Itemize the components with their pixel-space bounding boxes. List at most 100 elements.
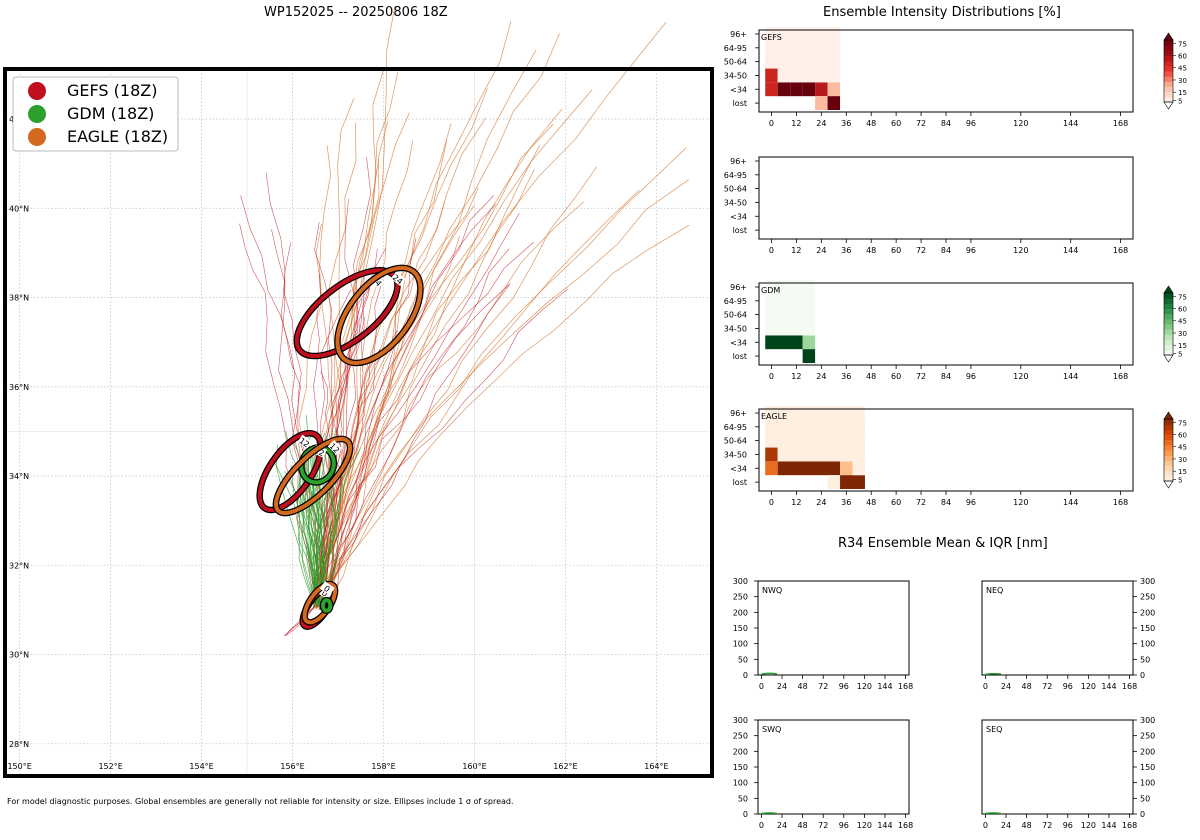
r34-x-tick-label: 0 — [983, 821, 988, 830]
colorbar-tick-label: 5 — [1178, 350, 1182, 358]
footnote: For model diagnostic purposes. Global en… — [7, 797, 514, 806]
colorbar-segment — [1164, 40, 1173, 46]
r34-y-tick-label: 200 — [1140, 747, 1155, 756]
heatmap-x-tick-label: 12 — [791, 246, 801, 255]
ellipse-label-bg — [319, 581, 335, 596]
r34-y-tick-label: 150 — [733, 624, 748, 633]
ellipse-eagle-12h: 12 — [272, 435, 354, 517]
heatmap-cell — [802, 349, 816, 363]
colorbar-tick-label: 15 — [1178, 342, 1187, 350]
r34-x-tick-label: 48 — [798, 821, 808, 830]
heatmap-y-tick-label: 96+ — [730, 157, 747, 166]
heatmap-cell — [777, 68, 841, 83]
colorbar-segment — [1164, 86, 1173, 93]
heatmap-y-tick-label: 34-50 — [724, 450, 747, 459]
eagle-track — [316, 49, 537, 607]
ellipse-label-bg — [297, 434, 313, 450]
r34-quadrant-label: NEQ — [986, 586, 1003, 595]
colorbar-tick-label: 45 — [1178, 318, 1187, 326]
heatmap-cell — [840, 461, 853, 476]
heatmap-x-tick-label: 36 — [841, 372, 851, 381]
colorbar-extend-bottom — [1163, 101, 1174, 110]
r34-quadrant-label: SWQ — [762, 725, 781, 734]
r34-frame — [757, 580, 910, 676]
r34-y-tick-label: 50 — [1140, 794, 1150, 803]
map-legend: GEFS (18Z) GDM (18Z) EAGLE (18Z) — [12, 76, 179, 152]
map-y-tick-label: 30°N — [9, 651, 29, 660]
r34-x-tick-label: 72 — [818, 682, 828, 691]
r34-y-tick-label: 300 — [1140, 716, 1155, 725]
colorbar-extend-top — [1163, 285, 1174, 294]
r34-x-tick-label: 120 — [1081, 821, 1096, 830]
gdm-track — [306, 460, 317, 608]
r34-y-tick-label: 250 — [733, 593, 748, 602]
colorbar-tick-label: 60 — [1178, 306, 1187, 314]
gdm-track — [316, 441, 324, 604]
r34-x-tick-label: 168 — [898, 682, 913, 691]
heatmap-y-tick-label: 64-95 — [724, 297, 747, 306]
colorbar-segment — [1164, 460, 1173, 466]
colorbar-segment — [1164, 298, 1173, 304]
heatmap-cell — [765, 293, 816, 308]
heatmap-x-tick-label: 24 — [816, 498, 826, 507]
colorbar-segment — [1164, 434, 1173, 441]
map-frame — [3, 67, 714, 778]
colorbar-segment — [1164, 91, 1173, 98]
r34-quadrant-label: NWQ — [762, 586, 782, 595]
ellipse-gdm-0h — [319, 596, 334, 615]
r34-x-tick-label: 72 — [818, 821, 828, 830]
map-x-tick-label: 152°E — [98, 762, 122, 771]
r34-y-tick-label: 150 — [733, 763, 748, 772]
ellipse-hour-label: 0 — [322, 584, 331, 594]
legend-box — [12, 76, 179, 152]
heatmap-cell — [765, 307, 816, 322]
r34-title: R34 Ensemble Mean & IQR [nm] — [838, 536, 1048, 551]
heatmap-cell — [765, 40, 841, 55]
heatmap-cell — [802, 82, 816, 97]
colorbar-tick-label: 5 — [1178, 97, 1182, 105]
eagle-track — [321, 108, 563, 610]
r34-x-tick-label: 24 — [777, 682, 787, 691]
r34-x-tick-label: 144 — [1101, 821, 1116, 830]
heatmap-x-tick-label: 0 — [769, 246, 774, 255]
heatmap-x-tick-label: 0 — [769, 498, 774, 507]
colorbar-segment — [1164, 439, 1173, 446]
colorbar-segment — [1164, 308, 1173, 315]
heatmap-x-tick-label: 144 — [1063, 119, 1078, 128]
heatmap-cell — [777, 447, 865, 462]
heatmap-x-tick-label: 84 — [941, 119, 951, 128]
legend-marker-gdm — [28, 105, 46, 123]
r34-y-tick-label: 0 — [743, 810, 748, 819]
legend-label-gdm: GDM (18Z) — [67, 104, 154, 123]
eagle-track — [323, 123, 452, 604]
heatmap-x-tick-label: 24 — [816, 246, 826, 255]
gdm-track — [307, 445, 319, 604]
heatmap-y-tick-label: lost — [733, 226, 747, 235]
heatmap-y-tick-label: <34 — [730, 338, 747, 347]
colorbar-tick-label: 30 — [1178, 456, 1187, 464]
map-x-tick-label: 162°E — [553, 762, 577, 771]
colorbar-segment — [1164, 65, 1173, 72]
heatmap-cell — [765, 461, 778, 476]
r34-series-line — [761, 672, 777, 675]
r34-y-tick-label: 300 — [733, 577, 748, 586]
r34-x-tick-label: 96 — [1063, 821, 1073, 830]
colorbar-segment — [1164, 349, 1173, 356]
heatmap-y-tick-label: lost — [733, 478, 747, 487]
heatmap-cell — [815, 82, 828, 97]
heatmap-cell — [777, 461, 841, 476]
colorbar-extend-top — [1163, 411, 1174, 420]
colorbar-frame — [1163, 39, 1174, 103]
heatmap-cell — [765, 321, 816, 336]
r34-series-line — [985, 672, 1001, 676]
heatmap-cell — [765, 406, 865, 420]
heatmap-y-tick-label: 34-50 — [724, 71, 747, 80]
r34-y-tick-label: 100 — [733, 640, 748, 649]
map-y-tick-label: 36°N — [9, 383, 29, 392]
heatmap-cell — [827, 96, 841, 110]
colorbar-segment — [1164, 329, 1173, 335]
heatmap-x-tick-label: 24 — [816, 119, 826, 128]
heatmap-label: GEFS — [761, 33, 782, 42]
heatmap-x-tick-label: 60 — [891, 498, 901, 507]
